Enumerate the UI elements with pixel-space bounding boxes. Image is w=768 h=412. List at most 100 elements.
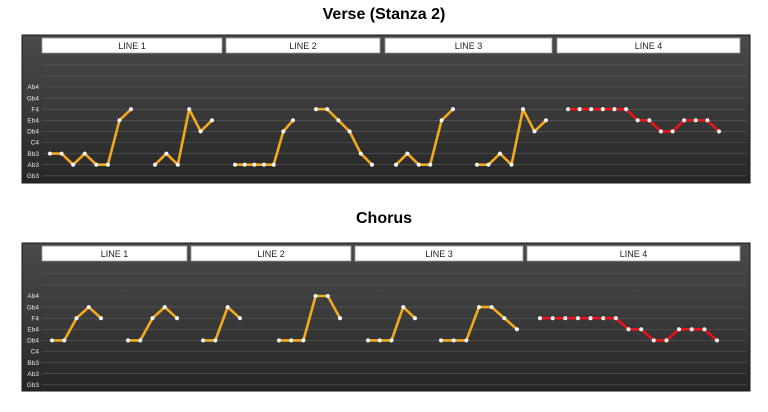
y-tick-label: Eb4: [27, 327, 39, 334]
melody-line: [48, 107, 133, 166]
note-point: [237, 316, 243, 321]
note-point: [289, 338, 294, 343]
note-point: [336, 118, 341, 123]
note-point: [405, 151, 410, 156]
note-point: [150, 316, 155, 321]
note-point: [474, 162, 480, 167]
note-point: [325, 107, 330, 112]
note-point: [347, 129, 352, 134]
note-point: [520, 107, 526, 112]
note-point: [86, 305, 91, 310]
note-point: [358, 151, 363, 156]
note-point: [635, 118, 640, 123]
note-point: [577, 107, 582, 112]
y-tick-label: Bb3: [27, 151, 39, 158]
section-header-box: [556, 37, 741, 54]
note-point: [612, 107, 617, 112]
note-point: [600, 107, 605, 112]
note-point: [261, 162, 267, 167]
section-header-label: LINE 1: [101, 249, 129, 259]
y-tick-label: C4: [31, 349, 40, 356]
note-point: [565, 107, 571, 112]
note-point: [74, 316, 79, 321]
melody-line: [153, 107, 214, 166]
note-point: [271, 162, 276, 167]
note-point: [514, 327, 520, 332]
note-point: [613, 316, 618, 321]
note-point: [252, 162, 257, 167]
note-point: [393, 162, 399, 167]
note-point: [232, 162, 238, 167]
chart-title: Chorus: [356, 210, 412, 227]
y-tick-label: Bb3: [27, 360, 39, 367]
note-point: [676, 327, 682, 332]
note-point: [187, 107, 192, 112]
note-point: [301, 338, 306, 343]
section-header-label: LINE 2: [257, 249, 285, 259]
note-point: [94, 162, 99, 167]
y-tick-label: Gb4: [27, 95, 40, 102]
note-point: [313, 107, 319, 112]
y-tick-label: Gb3: [27, 173, 40, 180]
section-header-box: [526, 245, 741, 262]
note-point: [225, 305, 230, 310]
chart-panel: Gb3 Ab3 Bb3 C4 Db4 Eb4 F4 Gb4 Ab4 LINE 1 LINE 2 LIN…: [21, 34, 751, 184]
note-point: [98, 316, 104, 321]
note-point: [412, 316, 418, 321]
note-point: [623, 107, 629, 112]
y-tick-label: Db4: [27, 129, 39, 136]
section-header-label: LINE 3: [425, 249, 453, 259]
note-point: [550, 316, 555, 321]
note-point: [450, 107, 456, 112]
note-point: [138, 338, 143, 343]
note-point: [200, 338, 206, 343]
section-header-label: LINE 1: [118, 41, 146, 51]
y-tick-label: Ab3: [27, 371, 39, 378]
chart-panel: Gb3 Ab3 Bb3 C4 Db4 Eb4 F4 Gb4 Ab4 LINE 1 LINE 2 LIN…: [21, 242, 751, 392]
y-tick-label: F4: [31, 315, 39, 322]
note-point: [389, 338, 394, 343]
note-point: [658, 129, 664, 134]
note-point: [337, 316, 343, 321]
note-point: [162, 305, 167, 310]
chart-title: Verse (Stanza 2): [322, 6, 446, 23]
note-point: [563, 316, 568, 321]
note-point: [486, 162, 491, 167]
note-point: [626, 327, 631, 332]
y-tick-label: Gb3: [27, 382, 40, 389]
note-point: [313, 293, 318, 299]
note-point: [670, 129, 675, 134]
note-point: [601, 316, 606, 321]
section-header-label: LINE 4: [620, 249, 648, 259]
y-tick-label: Ab3: [27, 162, 39, 169]
note-point: [664, 338, 669, 343]
section-header-box: [41, 245, 188, 262]
note-point: [464, 338, 469, 343]
note-point: [369, 162, 375, 167]
note-point: [509, 162, 514, 167]
y-tick-label: F4: [31, 106, 39, 113]
melody-line: [201, 305, 242, 342]
note-point: [128, 107, 134, 112]
note-point: [543, 118, 549, 123]
section-header-box: [190, 245, 352, 262]
section-header-box: [41, 37, 223, 54]
note-point: [325, 293, 330, 299]
note-point: [365, 338, 371, 343]
note-point: [705, 118, 710, 123]
note-point: [175, 162, 180, 167]
note-point: [575, 316, 581, 321]
note-point: [401, 305, 406, 310]
note-point: [82, 151, 87, 156]
note-point: [689, 327, 694, 332]
note-point: [213, 338, 218, 343]
y-tick-label: Gb4: [27, 304, 40, 311]
section-header-box: [225, 37, 381, 54]
note-point: [693, 118, 698, 123]
section-header-label: LINE 2: [289, 41, 317, 51]
note-point: [377, 338, 382, 343]
note-point: [489, 305, 494, 310]
note-point: [716, 129, 722, 134]
note-point: [502, 316, 507, 321]
